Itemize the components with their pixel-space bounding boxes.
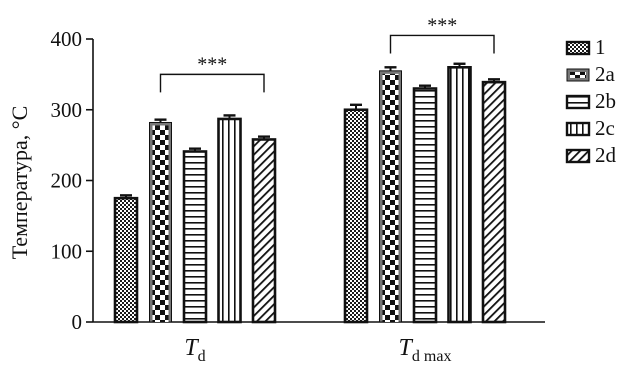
- x-category-label: Td: [184, 335, 205, 365]
- axes: 0 100 200 300 400 Температура, °C Td Td max: [7, 27, 545, 365]
- legend-swatch-fill: [570, 72, 586, 78]
- legend-swatch: [565, 121, 591, 137]
- bar-2d-1: [481, 80, 507, 324]
- annotations: *** ***: [159, 14, 495, 93]
- legend-label: 2d: [595, 143, 617, 167]
- bar-2a-0: [152, 125, 169, 322]
- y-tick-label: 300: [51, 98, 83, 122]
- legend-label: 2a: [595, 62, 616, 86]
- legend: 1 2a 2b 2c 2d: [565, 35, 617, 167]
- bars: [113, 62, 507, 324]
- y-tick-label: 0: [72, 310, 83, 334]
- legend-swatch: [565, 94, 591, 110]
- bar-2c-0: [217, 117, 242, 324]
- bar-2d-0: [251, 138, 277, 324]
- legend-swatch: [565, 148, 591, 164]
- y-tick-label: 100: [51, 239, 83, 263]
- bar-1-0: [113, 196, 139, 324]
- bar-2b-0: [182, 150, 208, 324]
- legend-label: 2b: [595, 89, 616, 113]
- legend-label: 1: [595, 35, 606, 59]
- bar-2c-1: [447, 66, 472, 324]
- y-tick-label: 400: [51, 27, 83, 51]
- significance-label: ***: [427, 14, 457, 36]
- significance-label: ***: [197, 53, 227, 75]
- legend-label: 2c: [595, 116, 615, 140]
- legend-swatch: [565, 40, 591, 56]
- bar-1-1: [343, 108, 369, 324]
- x-category-label: Td max: [399, 335, 452, 365]
- y-axis-label: Температура, °C: [7, 106, 32, 260]
- bar-2a-1: [382, 73, 399, 323]
- significance-bracket: [159, 73, 265, 93]
- y-tick-label: 200: [51, 169, 83, 193]
- bar-2b-1: [412, 87, 438, 324]
- significance-bracket: [389, 34, 495, 54]
